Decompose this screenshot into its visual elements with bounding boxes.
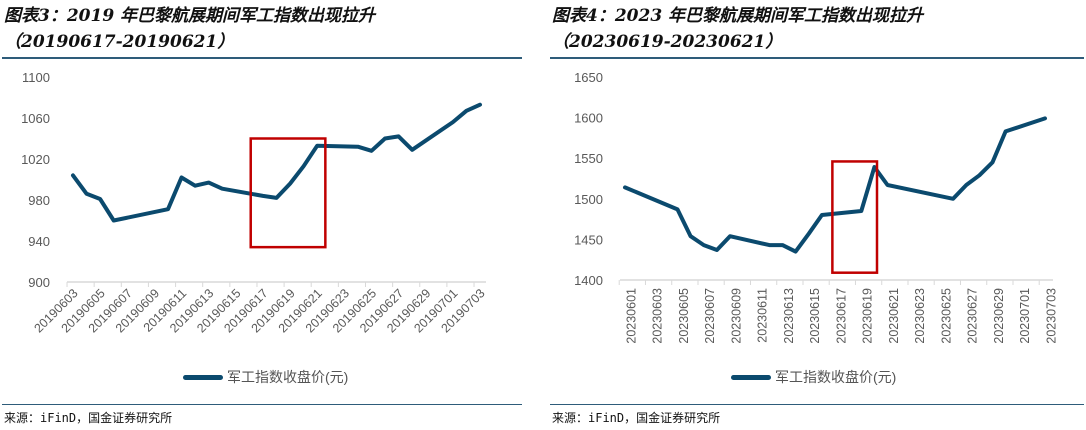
x-tick-label: 20230607	[703, 288, 717, 344]
chart-title: 图表4：2023 年巴黎航展期间军工指数出现拉升 （20230619-20230…	[552, 3, 923, 55]
y-tick-label: 940	[28, 234, 50, 249]
x-tick-label: 20230619	[861, 288, 875, 344]
source-note: 来源：iFinD，国金证券研究所	[552, 411, 721, 425]
legend-swatch	[731, 374, 771, 380]
x-tick-label: 20230701	[1018, 288, 1032, 344]
y-tick-label: 1100	[22, 70, 50, 85]
y-tick-label: 1020	[21, 152, 50, 167]
x-tick-label: 20230621	[887, 288, 901, 344]
source-divider	[550, 404, 1084, 405]
chart-panel-right: 图表4：2023 年巴黎航展期间军工指数出现拉升 （20230619-20230…	[548, 0, 1086, 430]
legend-label: 军工指数收盘价(元)	[775, 369, 897, 385]
title-line-1: 图表3：2019 年巴黎航展期间军工指数出现拉升	[4, 6, 376, 26]
y-tick-label: 980	[28, 193, 50, 208]
legend: 军工指数收盘价(元)	[183, 367, 348, 387]
y-tick-label: 1400	[574, 273, 603, 288]
line-chart: 9009409801020106011002019060320190605201…	[21, 70, 488, 335]
title-divider	[2, 57, 522, 59]
title-line-2: （20190617-20190621）	[4, 32, 235, 52]
y-tick-label: 1500	[574, 192, 603, 207]
title-line-1: 图表4：2023 年巴黎航展期间军工指数出现拉升	[552, 6, 924, 26]
x-tick-label: 20230629	[992, 288, 1006, 344]
x-tick-label: 20230617	[834, 288, 848, 344]
x-tick-label: 20230623	[913, 288, 927, 344]
y-tick-label: 1060	[21, 111, 50, 126]
chart-panel-left: 图表3：2019 年巴黎航展期间军工指数出现拉升 （20190617-20190…	[0, 0, 540, 430]
series-line	[71, 102, 482, 223]
source-divider	[2, 404, 522, 405]
source-note: 来源：iFinD，国金证券研究所	[4, 411, 173, 425]
legend-swatch	[183, 374, 223, 380]
x-tick-label: 20230611	[756, 288, 770, 343]
x-tick-label: 20230605	[677, 288, 691, 344]
x-tick-label: 20230615	[808, 288, 822, 344]
title-divider	[550, 57, 1084, 59]
y-tick-label: 1650	[574, 70, 603, 85]
x-tick-label: 20230601	[624, 288, 638, 344]
x-tick-label: 20230613	[782, 288, 796, 344]
highlight-box	[831, 160, 879, 274]
x-tick-label: 20230609	[729, 288, 743, 344]
line-chart: 1400 1450 1500 1550 1600 1650 20230601 20230603…	[574, 70, 1058, 344]
y-tick-label: 900	[28, 275, 50, 290]
x-tick-label: 20230627	[966, 288, 980, 344]
title-line-2: （20230619-20230621）	[552, 32, 783, 52]
x-tick-label: 20230603	[651, 288, 665, 344]
y-tick-label: 1450	[574, 232, 603, 247]
highlight-box	[249, 137, 327, 249]
y-tick-label: 1550	[574, 151, 603, 166]
chart-title: 图表3：2019 年巴黎航展期间军工指数出现拉升 （20190617-20190…	[4, 3, 375, 55]
series-line	[623, 116, 1047, 254]
legend-label: 军工指数收盘价(元)	[227, 369, 349, 385]
legend: 军工指数收盘价(元)	[731, 367, 896, 387]
x-tick-label: 20230625	[939, 288, 953, 344]
x-tick-label: 20230703	[1044, 288, 1058, 344]
y-tick-label: 1600	[574, 111, 603, 126]
